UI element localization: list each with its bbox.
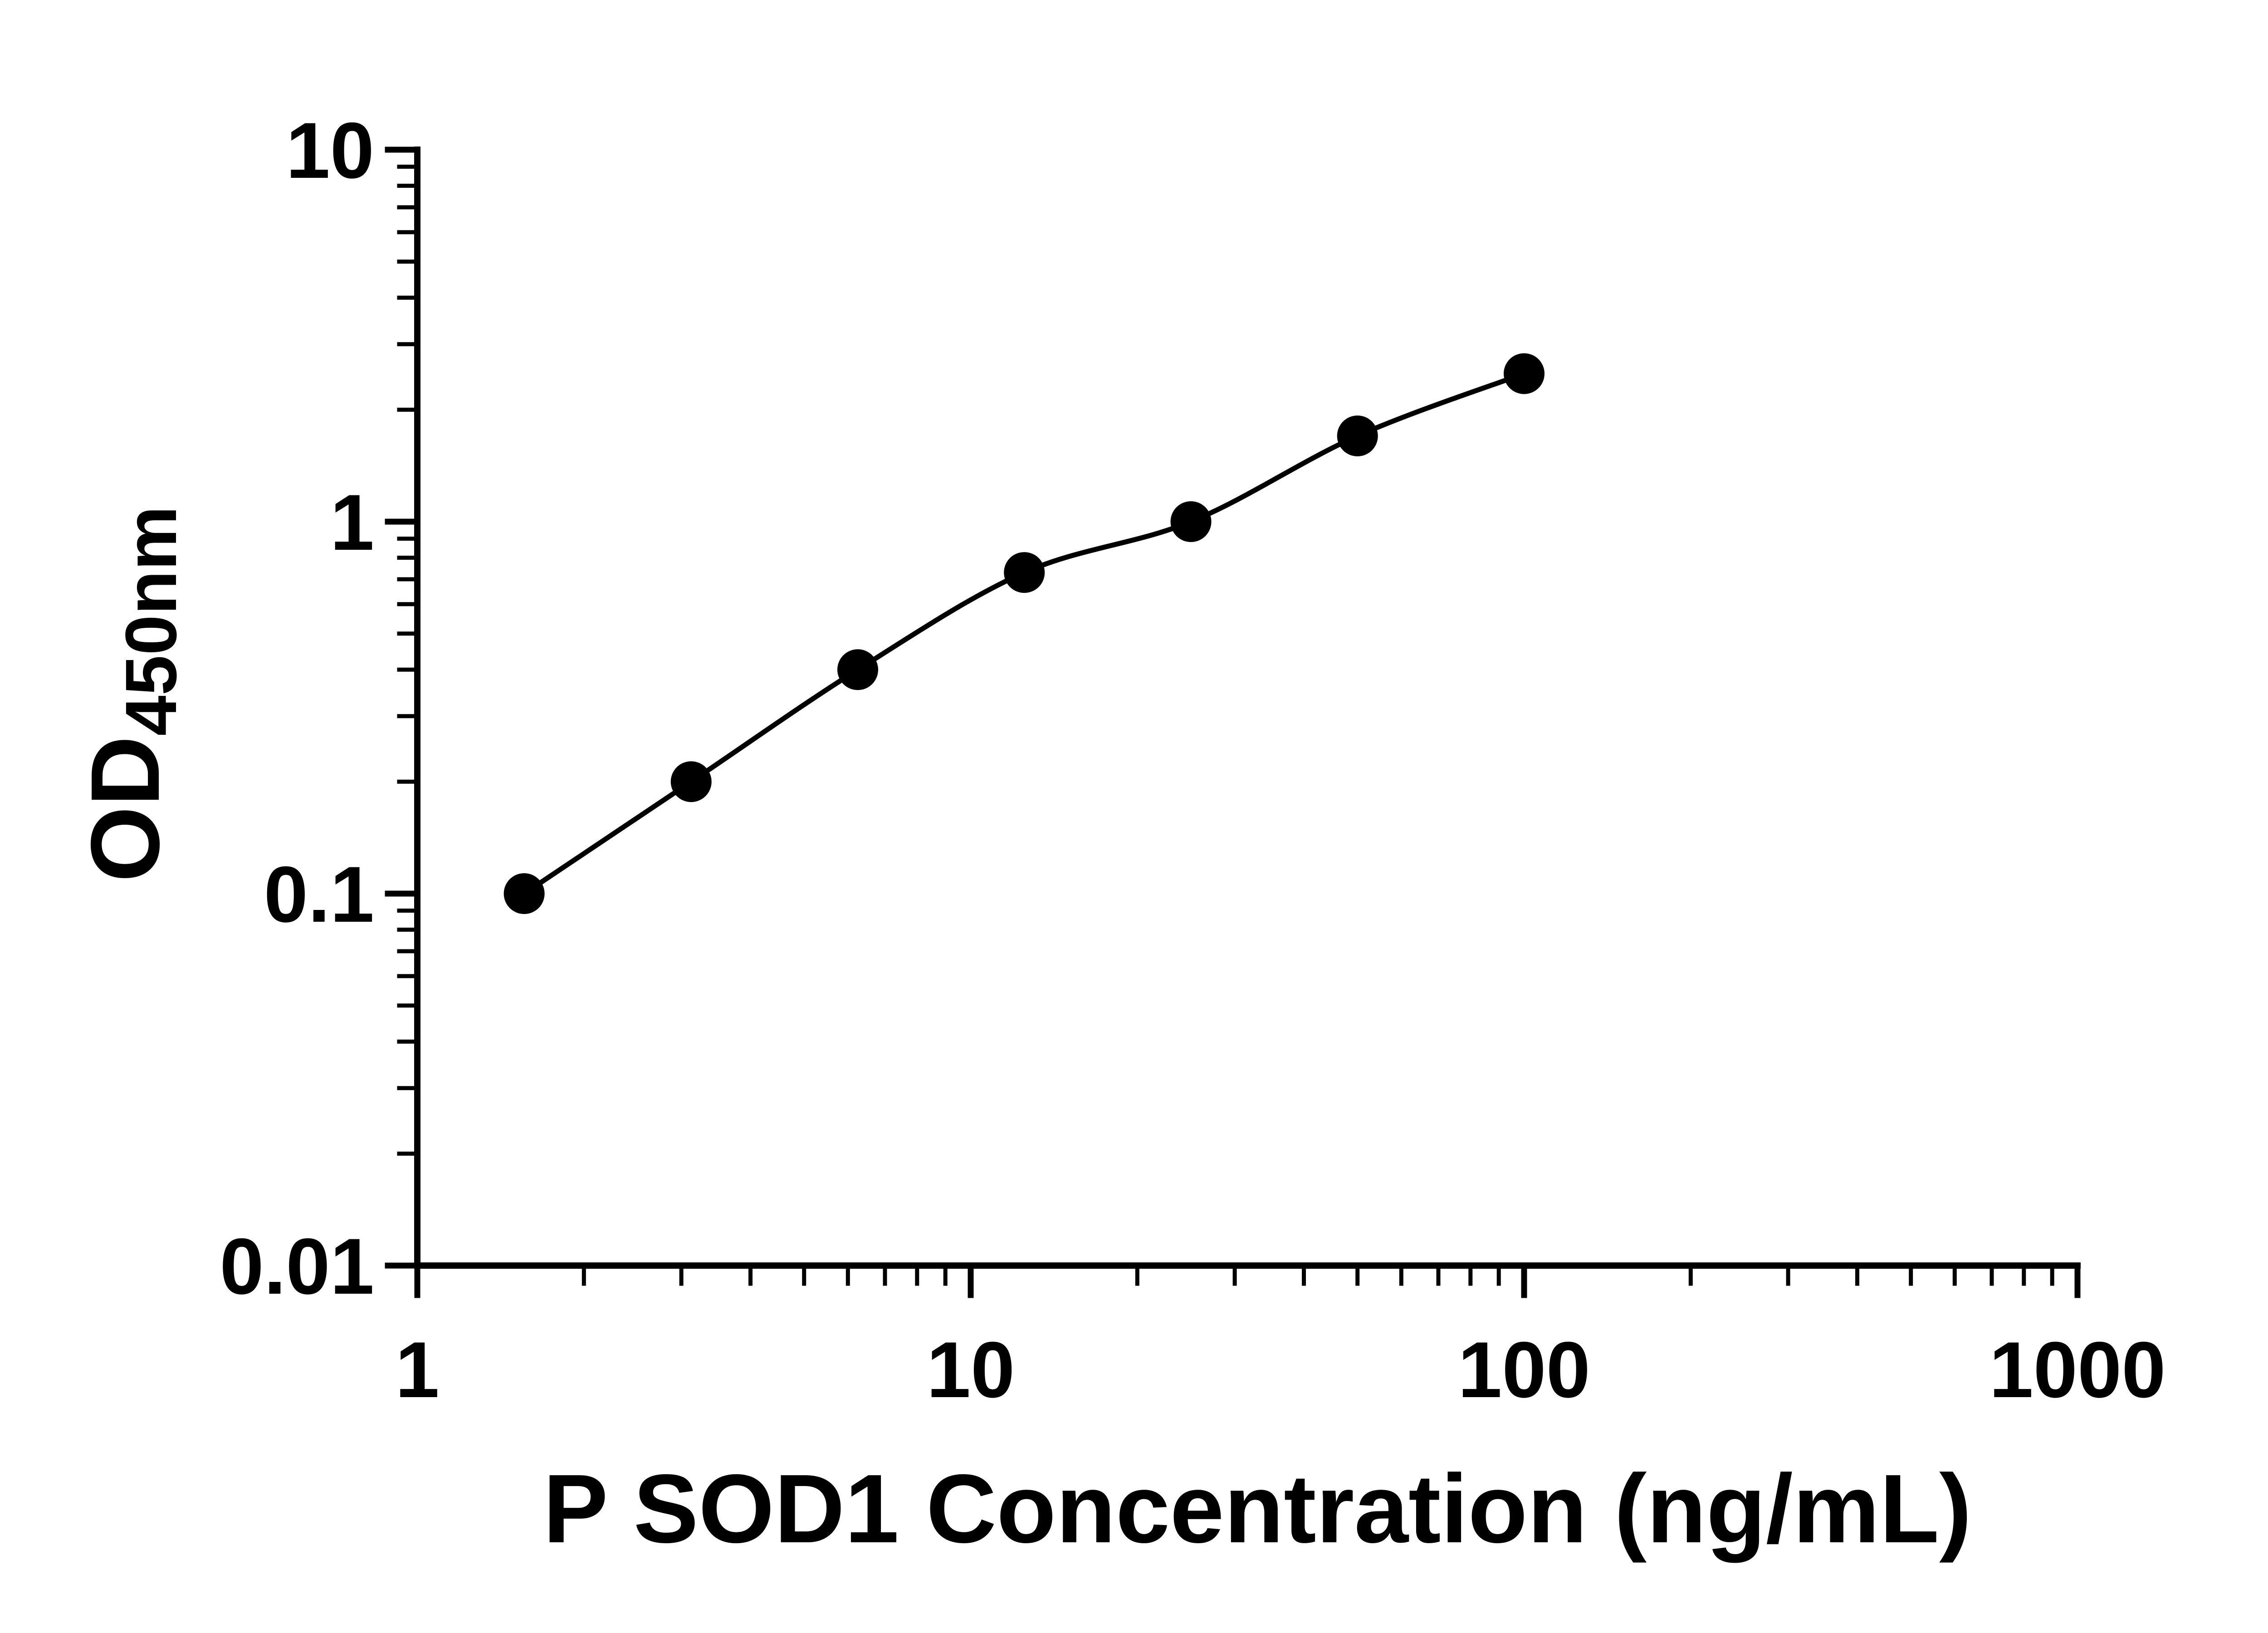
tick-labels: 1 10 100 1000 0.01 0.1 1 10: [220, 107, 2165, 1414]
data-point: [1337, 416, 1378, 456]
x-tick-label: 10: [927, 1326, 1015, 1414]
y-tick-label: 0.1: [264, 851, 374, 939]
y-tick-label: 10: [286, 107, 374, 195]
data-point: [1170, 501, 1212, 542]
y-axis-title: OD450nm: [70, 506, 191, 882]
y-tick-label: 0.01: [220, 1222, 374, 1311]
data-point: [837, 649, 878, 690]
fit-curve: [523, 371, 1525, 896]
x-tick-label: 1: [395, 1326, 439, 1414]
y-axis-title-subscript: 450nm: [110, 506, 191, 736]
data-point: [503, 873, 545, 914]
y-tick-label: 1: [330, 479, 374, 567]
axes: [385, 147, 2081, 1298]
x-tick-label: 100: [1458, 1326, 1590, 1414]
data-point: [1004, 552, 1045, 593]
data-point: [670, 761, 712, 802]
data-points: [503, 353, 1545, 914]
x-tick-label: 1000: [1989, 1326, 2165, 1414]
y-axis-title-main: OD: [70, 736, 180, 882]
data-point: [1504, 353, 1545, 394]
x-axis-title: P SOD1 Concentration (ng/mL): [543, 1454, 1972, 1563]
